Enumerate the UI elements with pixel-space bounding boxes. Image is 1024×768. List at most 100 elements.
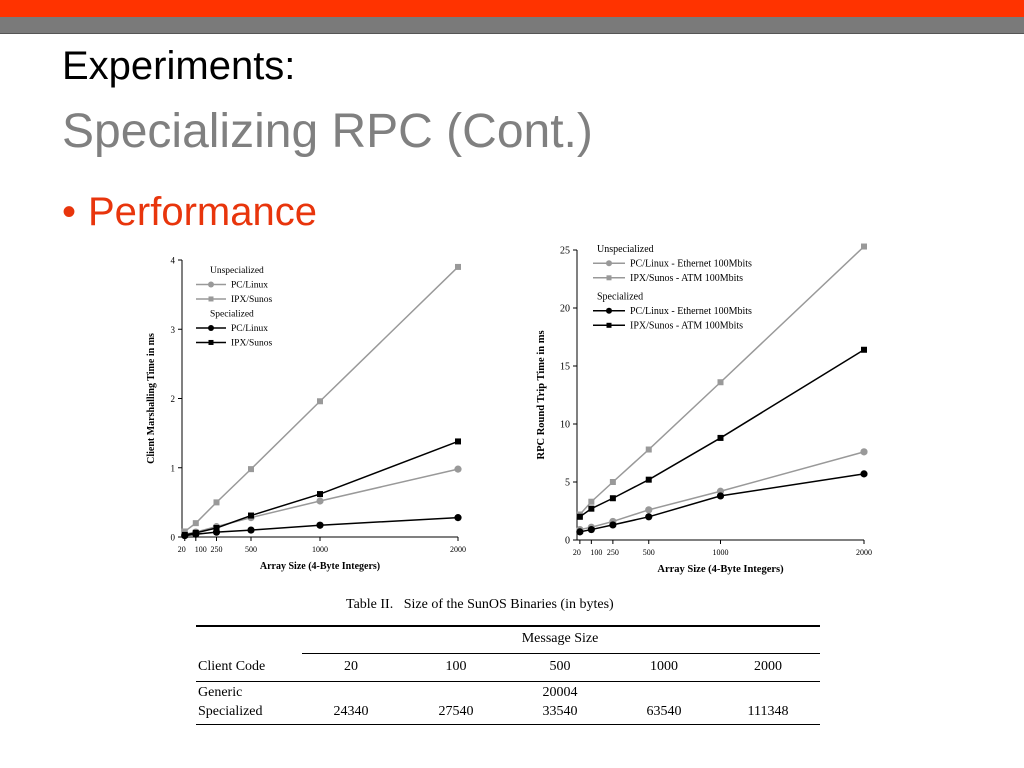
y-tick-label: 1 [171,463,176,473]
y-tick-label: 0 [171,533,176,543]
table-header-rule [196,681,820,682]
x-axis-label: Array Size (4-Byte Integers) [657,564,784,575]
data-point [181,528,188,535]
legend-header: Unspecialized [597,244,654,255]
data-point [609,479,616,485]
x-tick-label: 250 [607,548,619,557]
x-tick-label: 20 [573,548,581,557]
table-cell: Specialized [198,704,263,719]
table-spanner-rule [302,653,820,654]
x-tick-label: 2000 [856,548,872,557]
legend-label: PC/Linux - Ethernet 100Mbits [630,306,752,317]
slide-title: Experiments: [62,44,296,88]
round-trip-time-chart: 0 5 10 15 20 25 20 100 250 500 1000 2000 Array Size … [536,243,872,575]
legend-label: IPX/Sunos - ATM 100Mbits [630,321,743,332]
legend-marker [208,324,214,331]
data-point [192,529,199,536]
x-tick-label: 2000 [450,545,466,554]
data-point [455,438,461,445]
x-tick-label: 500 [245,545,257,554]
table-cell: 24340 [333,704,369,719]
legend-marker [606,260,612,267]
data-point [247,526,255,534]
table-cell: Generic [198,685,243,700]
data-point [588,505,595,512]
legend-header: Specialized [210,310,254,320]
legend-marker [606,322,612,328]
data-point [454,514,462,522]
slide-subtitle: Specializing RPC (Cont.) [62,105,593,158]
x-tick-label: 1000 [713,548,729,557]
data-point [316,521,324,529]
x-tick-label: 1000 [312,545,328,554]
data-point [317,491,323,498]
series-line [184,440,459,536]
x-tick-label: 100 [590,548,602,557]
data-point [609,521,617,529]
data-point [717,434,724,441]
top-accent-bar [0,0,1024,17]
data-point [588,498,595,505]
data-point [645,506,653,514]
table-header-cell: Client Code [198,659,266,674]
data-point [860,470,868,478]
data-point [192,520,199,527]
y-tick-label: 4 [171,256,176,266]
y-tick-label: 20 [560,304,570,315]
marshalling-time-chart: 0 1 2 3 4 20 100 250 500 1000 2000 Array Size (4-By… [146,256,466,573]
legend-marker [606,307,612,314]
data-point [248,512,254,519]
table-cell: 111348 [747,704,789,719]
y-axis-label: RPC Round Trip Time in ms [536,330,547,459]
table-header-cell: 20 [344,659,358,674]
data-point [213,499,220,506]
table-caption: Table II. Size of the SunOS Binaries (in… [346,597,614,612]
y-tick-label: 15 [560,362,570,373]
legend-label: IPX/Sunos [231,295,272,305]
second-accent-bar [0,17,1024,34]
data-point [576,528,584,536]
table-cell: 27540 [438,704,474,719]
table-header-cell: 500 [549,659,571,674]
x-tick-label: 500 [643,548,655,557]
legend-marker [208,339,214,345]
y-tick-label: 10 [560,420,570,431]
data-point [587,525,595,534]
data-point [716,492,725,500]
table-cell: 20004 [542,685,578,700]
data-point [861,243,867,250]
table-top-rule [196,625,820,627]
y-tick-label: 2 [171,394,176,404]
data-point [861,346,867,353]
data-point [454,465,462,473]
legend-label: IPX/Sunos - ATM 100Mbits [630,273,743,284]
x-tick-label: 100 [195,545,207,554]
legend-label: PC/Linux - Ethernet 100Mbits [630,259,752,270]
legend-header: Unspecialized [210,266,264,276]
legend-label: IPX/Sunos [231,339,272,349]
legend-marker [606,275,612,281]
table-spanner-header: Message Size [521,631,599,646]
data-point [455,263,461,270]
bullet-item: • Performance [62,190,317,235]
data-point [317,398,323,405]
y-axis-label: Client Marshalling Time in ms [146,333,157,464]
data-point [860,448,868,456]
table-bottom-rule [196,724,820,725]
data-point [645,513,653,521]
legend-marker [208,281,214,288]
legend-label: PC/Linux [231,281,268,291]
data-point [717,379,724,386]
table-header-cell: 1000 [650,659,678,674]
legend-header: Specialized [597,292,643,303]
x-tick-label: 20 [178,545,186,554]
data-point [645,476,652,483]
data-point [248,466,254,473]
data-point [213,524,220,531]
table-header-cell: 2000 [754,659,782,674]
series-line [579,473,865,533]
table-header-cell: 100 [445,659,467,674]
data-point [181,531,188,538]
y-tick-label: 3 [171,325,176,335]
x-tick-label: 250 [211,545,223,554]
